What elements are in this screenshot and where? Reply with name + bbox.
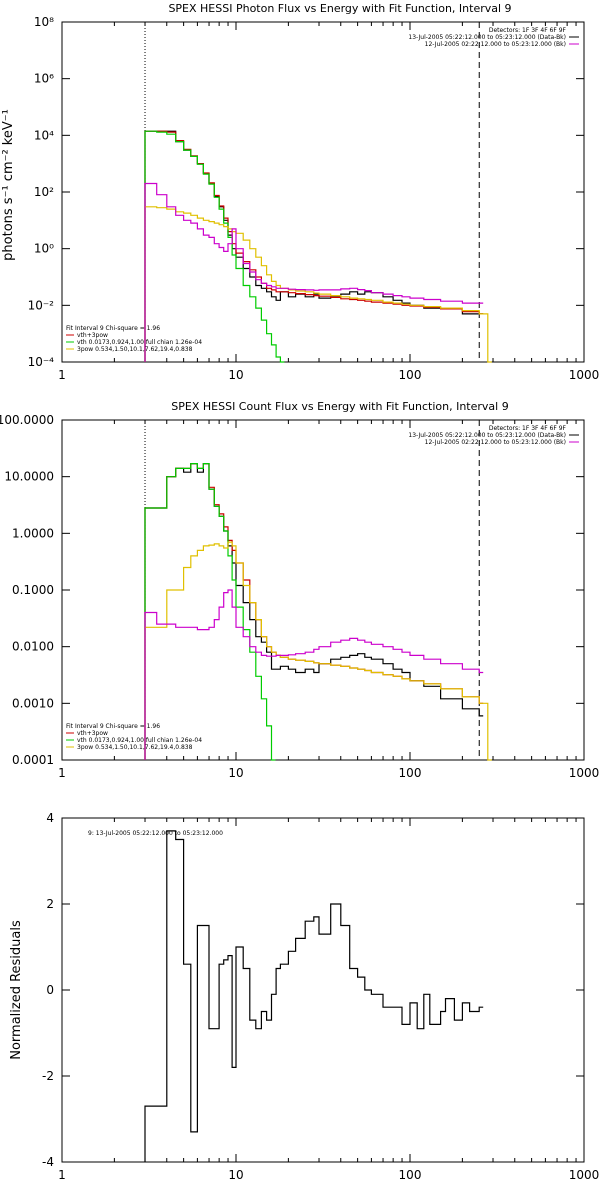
series-line-vth-3pow (144, 463, 484, 760)
legend-entry: Fit Interval 9 Chi-square = 1.96 (66, 723, 160, 730)
y-tick-label: 10⁻⁴ (28, 355, 55, 369)
legend-entry: Fit Interval 9 Chi-square = 1.96 (66, 325, 160, 332)
y-tick-label: 0.0001 (12, 753, 54, 767)
count-flux-plot-area (61, 419, 585, 761)
count-flux-ticks: 1 10 100 1000 0.0001 0.0010 0.0100 0.1000 1.0000… (0, 413, 599, 780)
y-tick-label: 0.1000 (12, 583, 54, 597)
y-tick-label: 10.0000 (4, 470, 54, 484)
series-line-data-bk (144, 463, 484, 760)
photon-flux-lines (144, 130, 492, 363)
legend-entry: 13-Jul-2005 05:22:12.000 to 05:23:12.000… (408, 432, 566, 439)
series-line-residuals (144, 830, 484, 1162)
legend-entry: 13-Jul-2005 05:22:12.000 to 05:23:12.000… (408, 34, 566, 41)
residuals-ticks: 1 10 100 1000 -4 -2 0 2 4 (42, 811, 599, 1182)
series-line-vth (144, 463, 276, 761)
y-tick-label: 10⁰ (34, 242, 54, 256)
photon-flux-ticks: 1 10 100 1000 10⁻⁴ 10⁻² 10⁰ 10² 10⁴ 10⁶ 10⁸ (28, 15, 600, 382)
legend-entry: Detectors: 1F 3F 4F 6F 9F (489, 425, 567, 432)
x-tick-label: 1 (58, 1168, 66, 1182)
y-tick-label: 10⁻² (28, 298, 55, 312)
series-line-3pow (144, 541, 492, 761)
legend-entry: 12-Jul-2005 02:22:12.000 to 05:23:12.000… (425, 41, 566, 48)
y-tick-label: -4 (42, 1155, 54, 1169)
series-line-3pow (144, 206, 492, 363)
photon-flux-ylabel: photons s⁻¹ cm⁻² keV⁻¹ (1, 109, 16, 261)
y-tick-label: 10⁴ (34, 128, 54, 142)
x-tick-label: 100 (399, 766, 422, 780)
residuals-panel: Normalized Residuals 1 10 100 1000 -4 -2 0 2 4 9… (9, 811, 599, 1182)
residuals-ylabel: Normalized Residuals (9, 920, 24, 1060)
y-tick-label: 10⁸ (34, 15, 54, 29)
x-tick-label: 100 (399, 1168, 422, 1182)
count-flux-title: SPEX HESSI Count Flux vs Energy with Fit… (171, 400, 508, 413)
series-line-bk (144, 589, 484, 760)
y-tick-label: 0 (46, 983, 54, 997)
y-tick-label: 2 (46, 897, 54, 911)
photon-flux-panel: SPEX HESSI Photon Flux vs Energy with Fi… (1, 2, 599, 382)
y-tick-label: 4 (46, 811, 54, 825)
y-tick-label: 0.0100 (12, 640, 54, 654)
legend-entry: Detectors: 1F 3F 4F 6F 9F (489, 27, 567, 34)
residuals-plot-area (61, 817, 585, 1163)
y-tick-label: 10² (34, 185, 54, 199)
x-tick-label: 1 (58, 368, 66, 382)
legend-entry: 12-Jul-2005 02:22:12.000 to 05:23:12.000… (425, 439, 566, 446)
photon-flux-legend-bottom: Fit Interval 9 Chi-square = 1.96vth+3pow… (66, 325, 202, 353)
y-tick-label: 10⁶ (34, 72, 54, 86)
count-flux-panel: SPEX HESSI Count Flux vs Energy with Fit… (0, 400, 599, 780)
series-line-data-bk (144, 130, 484, 362)
count-flux-lines (144, 463, 492, 761)
x-tick-label: 1 (58, 766, 66, 780)
legend-entry: 3pow 0.534,1.50,10.1,7.62,19.4,0.838 (77, 744, 193, 751)
y-tick-label: 1.0000 (12, 526, 54, 540)
x-tick-label: 100 (399, 368, 422, 382)
series-line-vth-3pow (144, 130, 484, 362)
legend-entry: vth 0.0173,0.924,1.00 full chian 1.26e-0… (77, 339, 202, 346)
legend-entry: vth+3pow (77, 332, 108, 339)
y-tick-label: 100.0000 (0, 413, 54, 427)
residuals-annotation: 9: 13-Jul-2005 05:22:12.000 to 05:23:12.… (88, 830, 223, 837)
legend-entry: 3pow 0.534,1.50,10.1,7.62,19.4,0.838 (77, 346, 193, 353)
x-tick-label: 10 (228, 368, 243, 382)
x-tick-label: 10 (228, 1168, 243, 1182)
x-tick-label: 1000 (569, 1168, 600, 1182)
legend-entry: vth 0.0173,0.924,1.00 full chian 1.26e-0… (77, 737, 202, 744)
x-tick-label: 1000 (569, 368, 600, 382)
legend-entry: vth+3pow (77, 730, 108, 737)
residuals-lines (144, 830, 484, 1162)
count-flux-legend-bottom: Fit Interval 9 Chi-square = 1.96vth+3pow… (66, 723, 202, 751)
y-tick-label: 0.0010 (12, 696, 54, 710)
x-tick-label: 10 (228, 766, 243, 780)
y-tick-label: -2 (42, 1069, 54, 1083)
series-line-bk (144, 182, 484, 362)
photon-flux-title: SPEX HESSI Photon Flux vs Energy with Fi… (168, 2, 511, 15)
photon-flux-plot-area (61, 21, 585, 363)
series-line-vth (144, 130, 285, 363)
x-tick-label: 1000 (569, 766, 600, 780)
